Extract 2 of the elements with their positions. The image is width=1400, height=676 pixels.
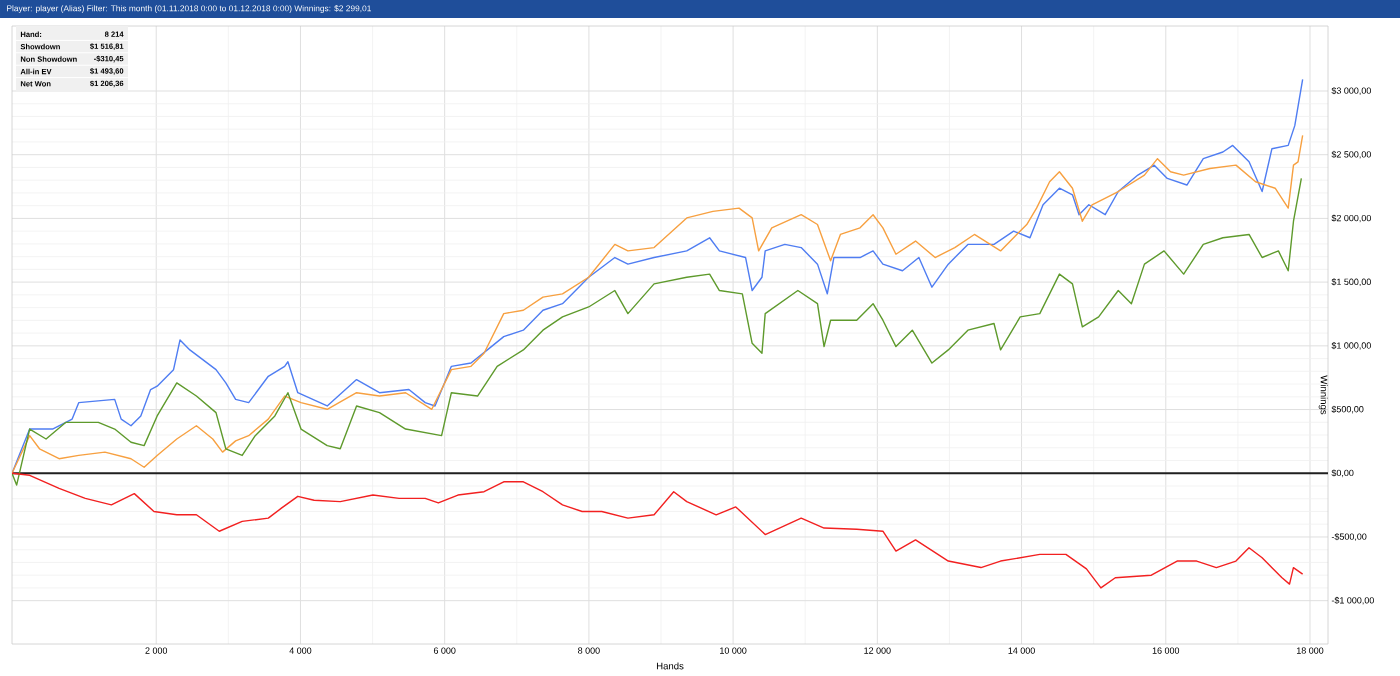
line-series	[12, 177, 1303, 486]
line-series	[12, 472, 1304, 589]
